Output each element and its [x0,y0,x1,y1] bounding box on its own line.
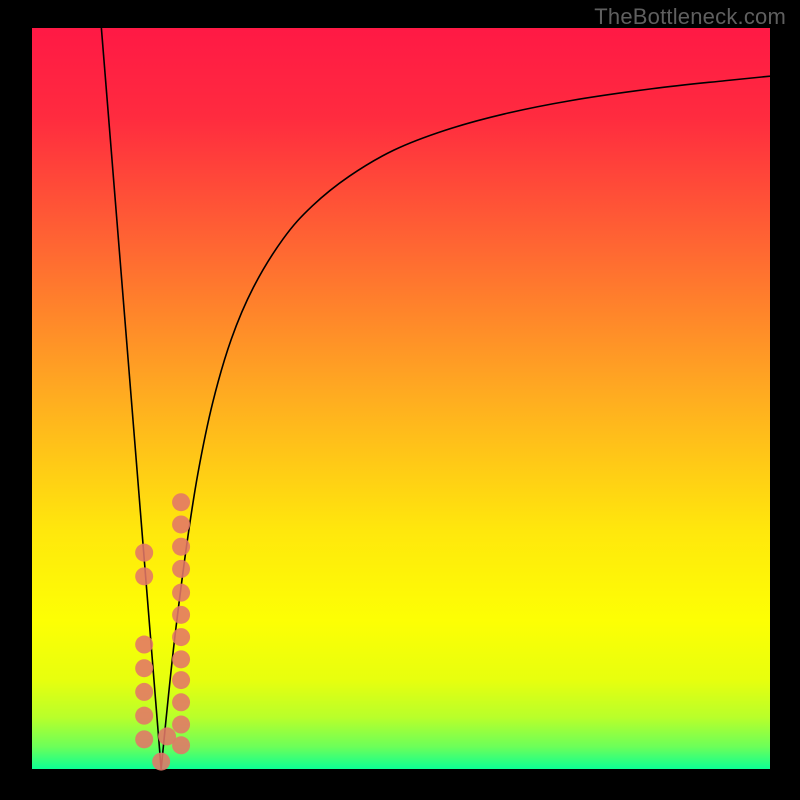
marker-dot [152,753,170,771]
marker-dot [135,730,153,748]
marker-dot [135,707,153,725]
marker-dot [135,636,153,654]
marker-dot [135,544,153,562]
marker-dot [172,606,190,624]
marker-dot [172,584,190,602]
gradient-background [32,28,770,769]
marker-dot [172,671,190,689]
marker-dot [172,716,190,734]
marker-dot [135,683,153,701]
marker-dot [158,727,176,745]
marker-dot [135,659,153,677]
marker-dot [172,650,190,668]
watermark-text: TheBottleneck.com [594,4,786,30]
marker-dot [172,493,190,511]
chart-svg [0,0,800,800]
marker-dot [172,515,190,533]
marker-dot [172,628,190,646]
marker-dot [172,538,190,556]
marker-dot [135,567,153,585]
chart-stage: TheBottleneck.com [0,0,800,800]
marker-dot [172,693,190,711]
marker-dot [172,560,190,578]
